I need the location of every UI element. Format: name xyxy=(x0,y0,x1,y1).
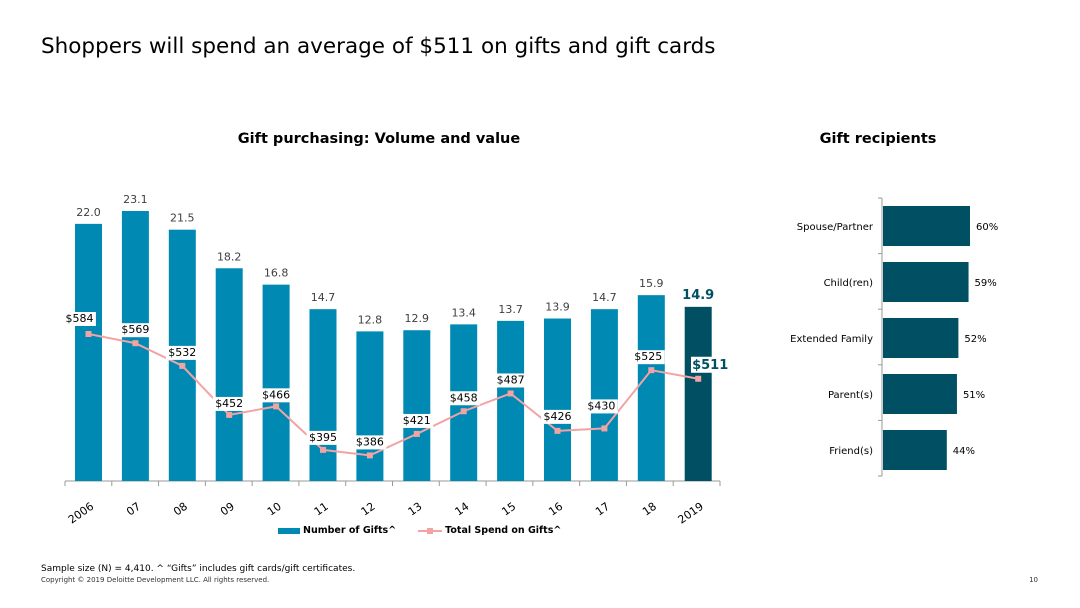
gifts-bar xyxy=(75,223,102,481)
spend-label-bg xyxy=(353,435,387,450)
recipient-value-label: 52% xyxy=(964,334,986,345)
spend-label-bg xyxy=(165,345,199,360)
recipients-chart-title: Gift recipients xyxy=(819,131,937,147)
spend-data-label: $421 xyxy=(403,414,431,427)
page-title: Shoppers will spend an average of $511 o… xyxy=(41,34,716,59)
spend-data-label: $569 xyxy=(121,323,149,336)
spend-data-label: $525 xyxy=(634,350,662,363)
gifts-data-label: 16.8 xyxy=(264,267,289,280)
spend-data-label: $458 xyxy=(450,391,478,404)
recipient-value-label: 59% xyxy=(975,278,997,289)
spend-label-bg xyxy=(400,413,434,428)
spend-label-bg xyxy=(447,391,481,406)
gifts-bar xyxy=(544,318,571,481)
chart-legend: Number of Gifts^ Total Spend on Gifts^ xyxy=(278,525,583,536)
spend-data-label: $426 xyxy=(544,410,572,423)
gifts-bar xyxy=(403,330,431,481)
legend-item-gifts: Number of Gifts^ xyxy=(278,525,396,536)
spend-data-label: $466 xyxy=(262,388,290,401)
spend-data-label: $532 xyxy=(168,346,196,359)
spend-data-label: $452 xyxy=(215,397,243,410)
spend-point xyxy=(226,411,233,418)
spend-point xyxy=(507,390,514,397)
gifts-bar xyxy=(262,284,290,481)
spend-data-label: $430 xyxy=(587,399,615,412)
spend-point xyxy=(132,340,139,347)
recipient-value-label: 60% xyxy=(976,222,998,233)
spend-point xyxy=(601,425,608,432)
spend-label-bg xyxy=(63,312,96,326)
spend-point xyxy=(273,403,280,410)
spend-label-bg xyxy=(691,356,730,373)
spend-point xyxy=(554,427,561,434)
spend-label-bg xyxy=(259,388,293,403)
gifts-data-label: 12.9 xyxy=(405,312,430,325)
recipient-bar xyxy=(883,430,947,470)
gifts-data-label: 13.9 xyxy=(545,301,570,314)
recipient-category-label: Friend(s) xyxy=(829,446,873,457)
gifts-bar xyxy=(637,295,665,481)
page-number: 10 xyxy=(1029,576,1038,584)
spend-data-label: $395 xyxy=(309,431,337,444)
spend-point xyxy=(413,430,420,437)
gifts-data-label: 22.0 xyxy=(76,206,101,219)
spend-line xyxy=(88,333,699,457)
spend-label-bg xyxy=(631,350,665,365)
gifts-bar xyxy=(590,309,618,481)
gifts-data-label: 23.1 xyxy=(123,193,148,206)
volume-chart-title: Gift purchasing: Volume and value xyxy=(237,131,521,147)
spend-label-bg xyxy=(119,323,152,338)
spend-data-label: $386 xyxy=(356,435,384,448)
gifts-data-label: 13.4 xyxy=(451,306,476,319)
gifts-data-label: 14.9 xyxy=(682,288,714,303)
recipient-bar xyxy=(883,262,969,302)
legend-bar-swatch xyxy=(278,527,300,534)
recipient-value-label: 51% xyxy=(963,390,985,401)
spend-point xyxy=(695,375,702,382)
spend-point xyxy=(366,452,373,459)
spend-point xyxy=(460,408,467,415)
copyright: Copyright © 2019 Deloitte Development LL… xyxy=(41,576,270,584)
spend-point xyxy=(320,446,326,453)
gifts-bar xyxy=(684,306,712,481)
spend-data-label: $487 xyxy=(497,373,525,386)
gifts-data-label: 14.7 xyxy=(311,291,336,304)
spend-label-bg xyxy=(585,399,618,414)
spend-label-bg xyxy=(494,373,527,388)
legend-line-swatch xyxy=(418,526,443,536)
gifts-data-label: 18.2 xyxy=(217,250,242,263)
recipient-category-label: Parent(s) xyxy=(828,390,873,401)
spend-label-bg xyxy=(212,396,246,411)
gifts-bar xyxy=(215,268,243,481)
spend-data-label: $511 xyxy=(692,358,728,373)
spend-label-bg xyxy=(306,430,340,445)
spend-data-label: $584 xyxy=(66,312,94,325)
recipient-bar xyxy=(883,318,959,358)
legend-item-spend: Total Spend on Gifts^ xyxy=(418,525,561,536)
gifts-data-label: 13.7 xyxy=(498,303,523,316)
recipient-bar xyxy=(883,374,957,414)
spend-label-bg xyxy=(541,409,574,424)
gifts-data-label: 14.7 xyxy=(592,291,617,304)
gifts-data-label: 12.8 xyxy=(358,313,383,326)
legend-label-gifts: Number of Gifts^ xyxy=(303,525,397,536)
recipient-bar xyxy=(883,206,970,246)
spend-point xyxy=(179,362,186,369)
gifts-data-label: 21.5 xyxy=(170,212,195,225)
recipient-category-label: Spouse/Partner xyxy=(797,222,874,233)
legend-label-spend: Total Spend on Gifts^ xyxy=(445,525,562,536)
recipient-category-label: Child(ren) xyxy=(824,278,874,289)
footnote: Sample size (N) = 4,410. ^ “Gifts” inclu… xyxy=(41,564,356,574)
recipient-value-label: 44% xyxy=(953,446,975,457)
spend-point xyxy=(648,367,655,374)
spend-point xyxy=(85,331,92,337)
recipient-category-label: Extended Family xyxy=(790,334,873,345)
gifts-data-label: 15.9 xyxy=(639,277,664,290)
